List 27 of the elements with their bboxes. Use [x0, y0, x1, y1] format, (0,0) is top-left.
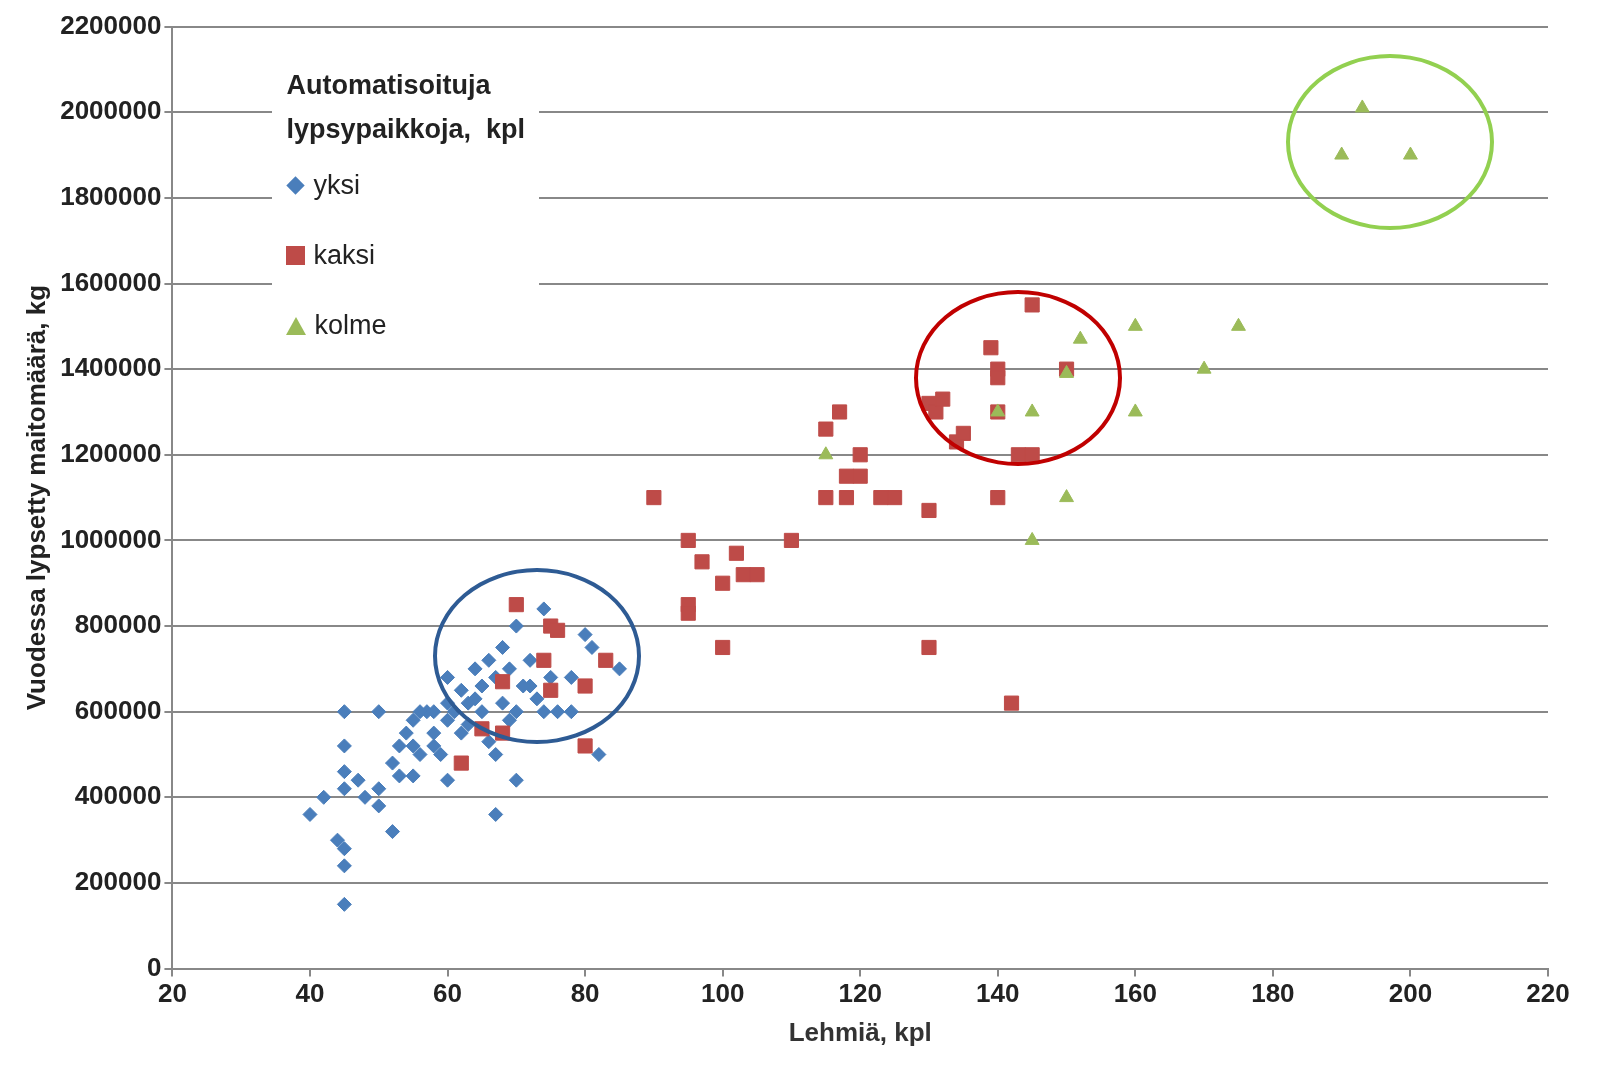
y-tick-label: 200000 [74, 866, 162, 897]
y-tick-label: 1000000 [60, 523, 162, 554]
x-tick-label: 120 [838, 978, 882, 1009]
y-tick-label: 800000 [74, 609, 162, 640]
x-axis-title: Lehmiä, kpl [788, 1016, 932, 1047]
y-tick-label: 1400000 [60, 352, 162, 383]
x-tick-label: 200 [1388, 978, 1433, 1009]
y-tick-label: 2000000 [60, 95, 162, 126]
y-tick-label: 2200000 [60, 9, 162, 40]
x-tick-label: 140 [976, 978, 1020, 1009]
x-tick-label: 80 [570, 978, 600, 1009]
y-axis-title: Vuodessa lypsetty maitomäärä, kg [20, 284, 51, 711]
legend-label: kolme [314, 310, 387, 342]
legend-title: Automatisoituja lypsypaikkoja, kpl [286, 68, 526, 146]
legend-label: yksi [313, 170, 360, 202]
legend-label: kaksi [313, 240, 375, 272]
x-tick-label: 180 [1251, 978, 1295, 1009]
x-tick-label: 60 [433, 978, 462, 1009]
x-tick-label: 160 [1113, 978, 1158, 1009]
y-tick-label: 1200000 [60, 437, 162, 468]
x-tick-label: 220 [1526, 978, 1570, 1009]
y-tick-label: 1600000 [60, 266, 162, 297]
y-tick-label: 600000 [74, 694, 162, 725]
x-tick-label: 100 [700, 978, 745, 1009]
y-tick-label: 400000 [74, 780, 162, 811]
x-tick-label: 40 [295, 978, 325, 1009]
y-tick-label: 1800000 [60, 181, 162, 212]
